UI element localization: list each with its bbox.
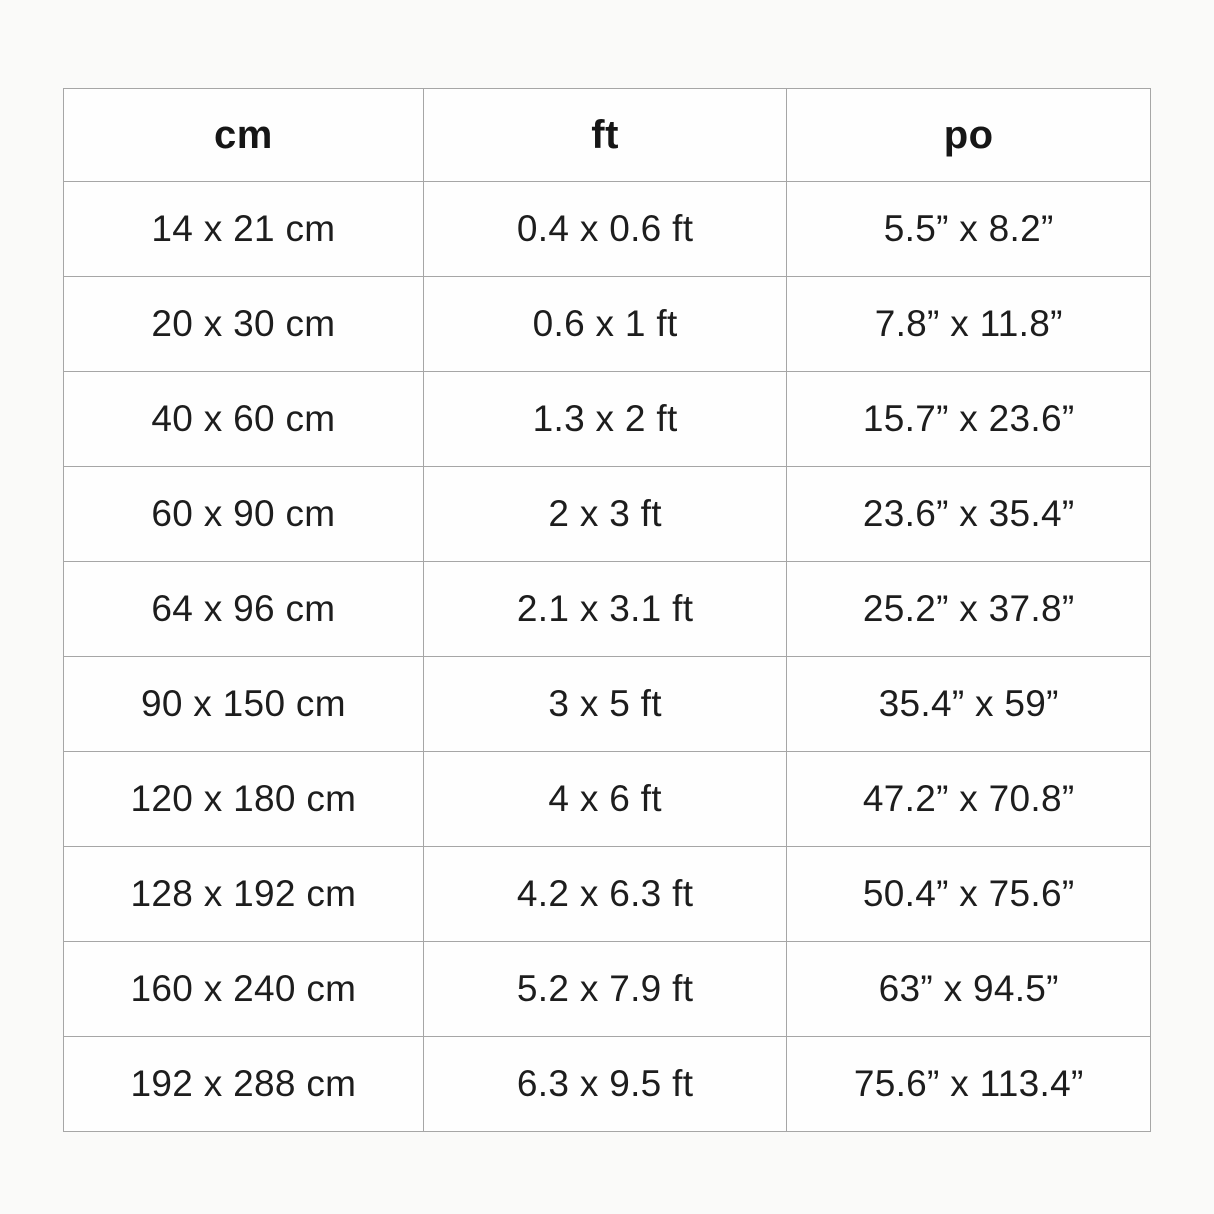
cell-cm: 120 x 180 cm [63,751,424,847]
table-row: 20 x 30 cm 0.6 x 1 ft 7.8” x 11.8” [63,276,1151,372]
cell-po: 75.6” x 113.4” [786,1036,1151,1132]
cell-cm: 20 x 30 cm [63,276,424,372]
cell-po: 63” x 94.5” [786,941,1151,1037]
cell-cm: 14 x 21 cm [63,181,424,277]
cell-po: 25.2” x 37.8” [786,561,1151,657]
cell-cm: 128 x 192 cm [63,846,424,942]
table-row: 60 x 90 cm 2 x 3 ft 23.6” x 35.4” [63,466,1151,562]
cell-ft: 5.2 x 7.9 ft [422,941,788,1037]
cell-ft: 0.6 x 1 ft [422,276,788,372]
cell-ft: 4.2 x 6.3 ft [422,846,788,942]
table-row: 160 x 240 cm 5.2 x 7.9 ft 63” x 94.5” [63,941,1151,1037]
cell-ft: 2.1 x 3.1 ft [422,561,788,657]
cell-po: 47.2” x 70.8” [786,751,1151,847]
column-header-cm: cm [63,88,424,182]
cell-ft: 6.3 x 9.5 ft [422,1036,788,1132]
cell-ft: 2 x 3 ft [422,466,788,562]
cell-cm: 60 x 90 cm [63,466,424,562]
cell-po: 23.6” x 35.4” [786,466,1151,562]
table-row: 128 x 192 cm 4.2 x 6.3 ft 50.4” x 75.6” [63,846,1151,942]
cell-po: 7.8” x 11.8” [786,276,1151,372]
table-row: 90 x 150 cm 3 x 5 ft 35.4” x 59” [63,656,1151,752]
column-header-po: po [786,88,1151,182]
table-row: 192 x 288 cm 6.3 x 9.5 ft 75.6” x 113.4” [63,1036,1151,1132]
table-row: 120 x 180 cm 4 x 6 ft 47.2” x 70.8” [63,751,1151,847]
cell-cm: 160 x 240 cm [63,941,424,1037]
table-row: 40 x 60 cm 1.3 x 2 ft 15.7” x 23.6” [63,371,1151,467]
cell-po: 15.7” x 23.6” [786,371,1151,467]
size-conversion-table: cm ft po 14 x 21 cm 0.4 x 0.6 ft 5.5” x … [63,88,1151,1132]
cell-po: 50.4” x 75.6” [786,846,1151,942]
cell-cm: 64 x 96 cm [63,561,424,657]
cell-cm: 192 x 288 cm [63,1036,424,1132]
cell-ft: 0.4 x 0.6 ft [422,181,788,277]
cell-po: 35.4” x 59” [786,656,1151,752]
cell-po: 5.5” x 8.2” [786,181,1151,277]
cell-ft: 1.3 x 2 ft [422,371,788,467]
cell-ft: 3 x 5 ft [422,656,788,752]
table-row: 64 x 96 cm 2.1 x 3.1 ft 25.2” x 37.8” [63,561,1151,657]
header-row: cm ft po [63,88,1151,182]
table-row: 14 x 21 cm 0.4 x 0.6 ft 5.5” x 8.2” [63,181,1151,277]
cell-cm: 40 x 60 cm [63,371,424,467]
column-header-ft: ft [422,88,788,182]
cell-ft: 4 x 6 ft [422,751,788,847]
cell-cm: 90 x 150 cm [63,656,424,752]
